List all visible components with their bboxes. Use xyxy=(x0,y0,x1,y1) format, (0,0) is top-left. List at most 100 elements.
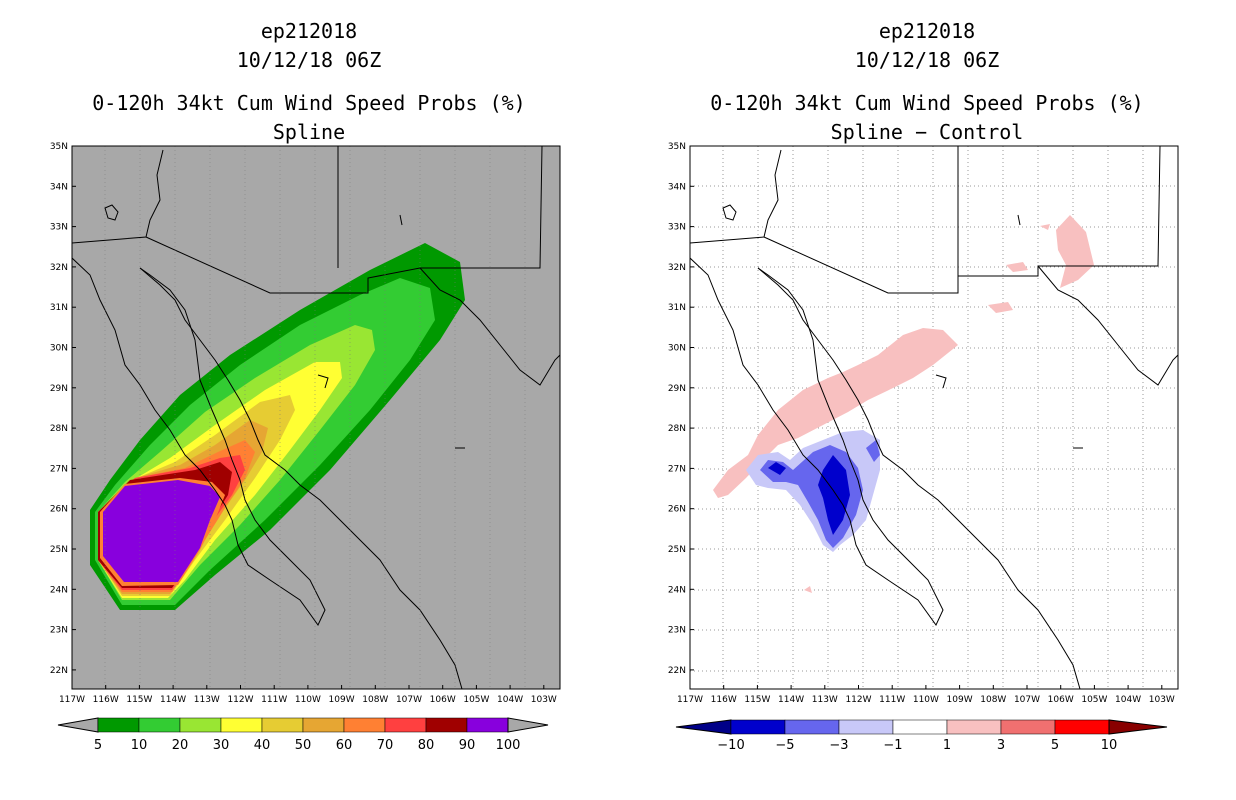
colorbar-swatch xyxy=(302,717,345,733)
colorbar: −10 −5 −3 −1 1 3 5 10 xyxy=(675,719,1168,753)
lon-label: 104W xyxy=(1115,695,1141,705)
lon-label: 115W xyxy=(744,695,770,705)
lon-label: 112W xyxy=(845,695,871,705)
colorbar: 5 10 20 30 40 50 60 70 80 90 100 xyxy=(57,717,549,753)
lat-label: 29N xyxy=(50,384,68,394)
colorbar-label: 70 xyxy=(377,738,394,753)
lat-label: 31N xyxy=(668,303,686,313)
lon-label: 111W xyxy=(879,695,905,705)
lon-label: 112W xyxy=(227,695,253,705)
lon-label: 105W xyxy=(1081,695,1107,705)
lon-label: 109W xyxy=(947,695,973,705)
colorbar-swatch xyxy=(425,717,468,733)
lat-label: 31N xyxy=(50,303,68,313)
longitude-labels: 117W 116W 115W 114W 113W 112W 111W 110W 109W 108W… xyxy=(677,685,1175,705)
colorbar-low-end xyxy=(675,719,732,735)
product-title: 0-120h 34kt Cum Wind Speed Probs (%) xyxy=(710,91,1144,115)
colorbar-label: 5 xyxy=(1051,738,1059,753)
colorbar-swatch xyxy=(730,719,786,735)
lat-label: 30N xyxy=(50,344,68,354)
lat-label: 33N xyxy=(668,223,686,233)
lon-label: 106W xyxy=(430,695,456,705)
colorbar-swatch xyxy=(343,717,386,733)
colorbar-swatch xyxy=(220,717,263,733)
lon-label: 116W xyxy=(93,695,119,705)
subtitle: Spline xyxy=(272,120,346,144)
colorbar-label: 90 xyxy=(459,738,476,753)
colorbar-label: 50 xyxy=(295,738,312,753)
map-background xyxy=(690,146,1178,689)
difference-contours xyxy=(713,215,1094,593)
positive-small-d xyxy=(1040,224,1050,230)
lon-label: 114W xyxy=(160,695,186,705)
storm-id: ep212018 xyxy=(878,19,976,43)
lat-label: 24N xyxy=(668,585,686,595)
lat-label: 27N xyxy=(50,464,68,474)
probability-map: 35N 34N 33N 32N 31N 30N 29N 28N 27N 26N 25N 24N 23N 2… xyxy=(50,142,561,753)
left-panel: ep212018 10/12/18 06Z 0-120h 34kt Cum Wi… xyxy=(50,20,561,753)
colorbar-label: 20 xyxy=(172,738,189,753)
lat-label: 27N xyxy=(668,464,686,474)
colorbar-swatch xyxy=(1054,719,1110,735)
lon-label: 110W xyxy=(913,695,939,705)
colorbar-swatch xyxy=(838,719,894,735)
lon-label: 113W xyxy=(194,695,220,705)
lat-label: 22N xyxy=(668,666,686,676)
coastlines xyxy=(690,146,1178,689)
lat-label: 26N xyxy=(668,505,686,515)
latitude-labels: 35N 34N 33N 32N 31N 30N 29N 28N 27N 26N 25N 24N 23N 2… xyxy=(50,142,76,676)
colorbar-low-end xyxy=(57,717,99,733)
lat-label: 30N xyxy=(668,344,686,354)
lat-label: 35N xyxy=(50,142,68,152)
colorbar-label: 1 xyxy=(943,738,951,753)
colorbar-swatch xyxy=(946,719,1002,735)
grid-lines xyxy=(690,146,1178,689)
lon-label: 117W xyxy=(677,695,703,705)
map-frame xyxy=(689,145,1179,690)
colorbar-swatch xyxy=(1000,719,1056,735)
positive-small-b xyxy=(988,302,1013,313)
positive-small-e xyxy=(804,586,812,593)
datetime: 10/12/18 06Z xyxy=(236,48,382,72)
lat-label: 35N xyxy=(668,142,686,152)
lon-label: 105W xyxy=(463,695,489,705)
lon-label: 111W xyxy=(261,695,287,705)
colorbar-swatch xyxy=(138,717,181,733)
lat-label: 25N xyxy=(668,545,686,555)
colorbar-swatch xyxy=(466,717,509,733)
colorbar-label: 10 xyxy=(1101,738,1118,753)
lat-label: 22N xyxy=(50,666,68,676)
colorbar-label: 60 xyxy=(336,738,353,753)
lon-label: 103W xyxy=(1149,695,1175,705)
lon-label: 104W xyxy=(497,695,523,705)
colorbar-label: 40 xyxy=(254,738,271,753)
negative-east-lobe xyxy=(866,440,880,462)
subtitle: Spline − Control xyxy=(830,120,1024,144)
colorbar-high-end xyxy=(507,717,549,733)
colorbar-swatch xyxy=(179,717,222,733)
colorbar-label: 80 xyxy=(418,738,435,753)
lat-label: 34N xyxy=(668,182,686,192)
lon-label: 110W xyxy=(295,695,321,705)
lat-label: 33N xyxy=(50,223,68,233)
colorbar-swatch xyxy=(784,719,840,735)
colorbar-label: 30 xyxy=(213,738,230,753)
negative-5to10-region xyxy=(768,455,850,535)
lat-label: 29N xyxy=(668,384,686,394)
colorbar-swatch xyxy=(384,717,427,733)
coastlines xyxy=(72,146,560,689)
lat-label: 24N xyxy=(50,585,68,595)
colorbar-label: 3 xyxy=(997,738,1005,753)
lon-label: 107W xyxy=(1014,695,1040,705)
lat-label: 25N xyxy=(50,545,68,555)
map-frame xyxy=(71,145,561,690)
right-panel: ep212018 10/12/18 06Z 0-120h 34kt Cum Wi… xyxy=(618,0,1236,800)
lat-label: 23N xyxy=(50,626,68,636)
lat-label: 23N xyxy=(668,626,686,636)
lon-label: 114W xyxy=(778,695,804,705)
lon-label: 116W xyxy=(711,695,737,705)
lat-label: 32N xyxy=(50,263,68,273)
lon-label: 109W xyxy=(329,695,355,705)
positive-small-a xyxy=(1056,215,1094,288)
colorbar-label: −5 xyxy=(775,738,794,753)
